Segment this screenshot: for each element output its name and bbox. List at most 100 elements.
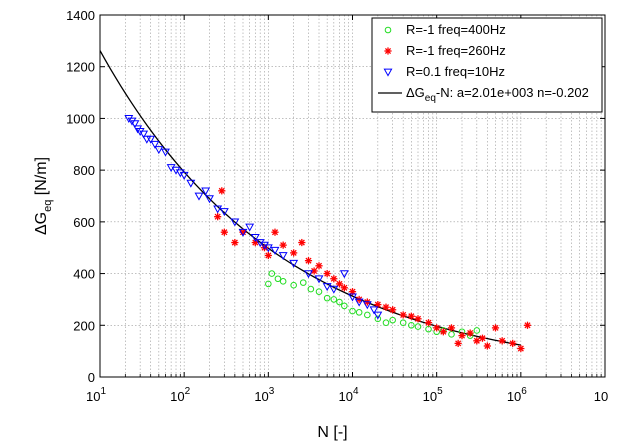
data-point <box>290 249 298 257</box>
data-point <box>399 311 407 319</box>
data-point <box>255 239 265 248</box>
x-tick-label: 10 <box>594 389 608 404</box>
data-point <box>250 233 260 243</box>
data-point <box>150 140 160 149</box>
data-point <box>271 228 279 236</box>
legend-box <box>371 17 603 113</box>
data-point <box>205 195 214 204</box>
data-point <box>171 166 181 175</box>
data-point <box>373 311 383 320</box>
data-point <box>307 285 315 293</box>
data-point <box>517 344 525 353</box>
data-point <box>186 179 196 188</box>
data-point <box>179 171 189 180</box>
data-point <box>330 275 338 283</box>
data-point <box>220 228 228 236</box>
y-tick-label: 1200 <box>66 60 95 75</box>
legend-label-1: R=-1 freq=400Hz <box>406 22 506 37</box>
data-point <box>315 262 323 270</box>
data-point <box>329 285 339 294</box>
data-point <box>274 275 282 283</box>
axis-ticks <box>99 14 606 378</box>
legend-label-2: R=-1 freq=260Hz <box>406 43 506 58</box>
data-point <box>304 257 313 265</box>
data-point <box>369 306 379 315</box>
data-point <box>348 293 357 302</box>
data-point <box>304 270 313 279</box>
data-point <box>290 281 297 289</box>
data-point <box>322 283 332 292</box>
data-point <box>260 241 269 250</box>
data-point <box>218 187 226 195</box>
data-point <box>433 324 441 332</box>
data-point <box>473 327 481 334</box>
data-point <box>349 307 356 315</box>
y-tick-label: 800 <box>73 163 95 178</box>
data-point <box>194 192 204 201</box>
x-tick-label: 104 <box>338 386 358 404</box>
data-point <box>315 288 323 295</box>
data-point <box>498 337 506 345</box>
data-point <box>201 187 211 196</box>
x-tick-label: 105 <box>423 386 443 404</box>
data-point <box>135 127 145 136</box>
data-point <box>263 244 273 253</box>
data-point <box>382 319 390 327</box>
y-tick-label: 0 <box>88 370 95 385</box>
data-point <box>279 278 287 285</box>
data-point <box>124 115 134 124</box>
tick-labels: 101 102 103 104 105 106 10 0 200 400 600 800 1000 120… <box>66 8 608 404</box>
data-point <box>354 298 364 307</box>
data-point <box>270 246 280 255</box>
data-point <box>323 269 331 278</box>
y-axis-label-subscript: eq <box>42 200 54 212</box>
data-point <box>362 301 372 310</box>
data-point <box>219 208 229 217</box>
legend-marker-2 <box>384 47 392 55</box>
data-point <box>330 296 338 303</box>
series-2 <box>214 187 532 353</box>
data-series-layer <box>124 115 532 353</box>
legend-fit-subscript: eq <box>425 93 436 104</box>
data-point <box>213 205 223 214</box>
data-point <box>335 280 344 288</box>
data-point <box>473 337 481 345</box>
data-point <box>268 270 276 277</box>
data-point <box>339 270 349 279</box>
data-point <box>389 306 397 314</box>
x-axis-label: N [-] <box>317 424 347 441</box>
data-point <box>230 218 240 227</box>
data-point <box>161 148 170 157</box>
y-tick-label: 600 <box>73 215 95 230</box>
data-point <box>408 321 415 329</box>
data-point <box>483 342 491 350</box>
data-point <box>374 315 382 323</box>
legend-fit-main: ΔG <box>406 85 425 100</box>
data-point <box>523 321 532 329</box>
y-axis-label-main: ΔG <box>33 212 50 235</box>
data-point <box>231 238 239 247</box>
y-tick-label: 400 <box>73 267 95 282</box>
y-tick-label: 1400 <box>66 8 95 23</box>
data-point <box>265 280 272 288</box>
data-point <box>414 323 422 330</box>
data-point <box>154 146 164 155</box>
data-point <box>491 324 500 332</box>
legend-label-fit: ΔGeq-N: a=2.01e+003 n=-0.202 <box>406 85 589 104</box>
data-point <box>127 117 137 126</box>
fit-line-layer <box>99 50 521 346</box>
data-point <box>509 339 517 347</box>
data-point <box>175 169 185 178</box>
data-point <box>364 311 371 319</box>
x-tick-label: 106 <box>507 386 527 404</box>
data-point <box>238 228 248 237</box>
legend-marker-1 <box>384 26 392 34</box>
data-point <box>425 325 432 333</box>
y-axis-label-unit: [N/m] <box>33 157 50 200</box>
data-point <box>466 329 474 337</box>
data-point <box>146 135 156 144</box>
data-point <box>424 319 433 327</box>
data-point <box>299 279 307 286</box>
y-axis-label: ΔGeq [N/m] <box>33 157 54 235</box>
